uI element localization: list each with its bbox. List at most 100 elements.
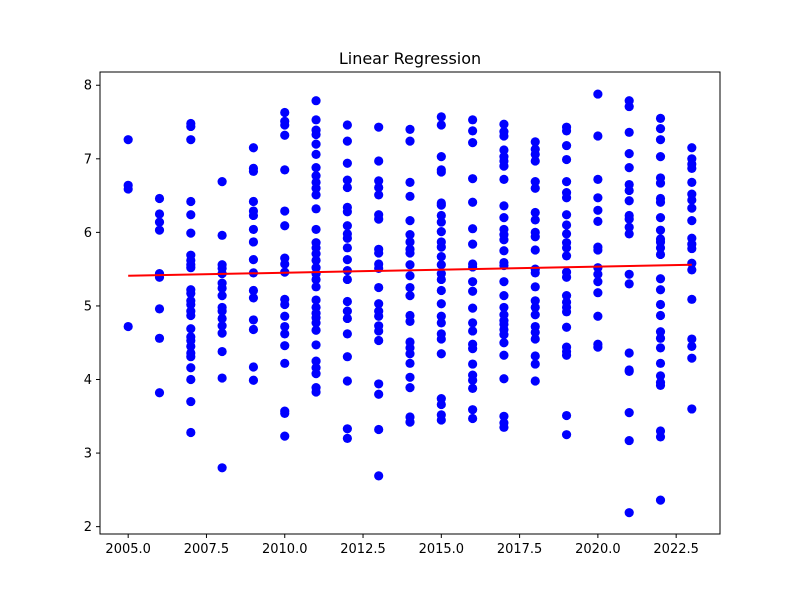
data-point: [468, 197, 478, 207]
data-point: [655, 249, 666, 260]
data-point: [655, 213, 666, 223]
data-point: [342, 376, 352, 386]
data-point: [468, 344, 478, 354]
data-point: [593, 288, 603, 298]
data-point: [561, 307, 572, 317]
data-point: [561, 177, 572, 187]
data-point: [593, 89, 603, 99]
data-point: [530, 327, 540, 338]
data-point: [342, 424, 352, 434]
data-point: [468, 277, 478, 287]
data-point: [342, 329, 352, 339]
data-point: [436, 334, 446, 344]
data-point: [154, 193, 165, 204]
data-point: [186, 263, 196, 273]
data-point: [154, 333, 165, 343]
data-point: [655, 343, 666, 353]
data-point: [405, 291, 415, 301]
data-point: [342, 352, 352, 362]
data-point: [186, 210, 196, 220]
data-point: [342, 243, 352, 253]
data-point: [499, 330, 509, 340]
data-point: [374, 176, 384, 186]
data-point: [217, 230, 227, 240]
data-point: [436, 167, 446, 177]
data-point: [123, 184, 133, 194]
data-point: [248, 224, 259, 235]
data-point: [561, 350, 572, 360]
scatter-points: [123, 89, 697, 518]
data-point: [280, 206, 290, 216]
data-point: [499, 131, 509, 141]
data-point: [280, 329, 290, 339]
data-point: [687, 177, 697, 187]
data-point: [624, 222, 634, 232]
data-point: [217, 346, 227, 357]
y-tick-label: 8: [84, 79, 92, 94]
data-point: [655, 495, 666, 505]
data-point: [374, 156, 384, 166]
data-point: [280, 358, 290, 368]
data-point: [655, 197, 666, 207]
data-point: [593, 193, 603, 203]
data-point: [374, 248, 384, 258]
data-point: [530, 149, 540, 159]
data-point: [655, 135, 666, 145]
data-point: [499, 374, 509, 384]
data-point: [436, 152, 446, 162]
data-point: [405, 383, 415, 393]
data-point: [499, 338, 509, 348]
data-point: [311, 387, 321, 397]
data-point: [687, 404, 697, 414]
x-tick-label: 2007.5: [184, 542, 230, 557]
data-point: [311, 282, 321, 292]
data-point: [436, 242, 446, 252]
data-point: [468, 262, 478, 272]
data-point: [624, 435, 634, 446]
data-point: [561, 430, 572, 440]
data-point: [624, 348, 634, 358]
data-point: [311, 274, 321, 285]
data-point: [468, 413, 478, 424]
data-point: [436, 227, 446, 237]
data-point: [499, 201, 509, 211]
data-point: [374, 214, 384, 224]
data-point: [655, 327, 666, 337]
data-point: [499, 411, 509, 421]
data-point: [374, 122, 384, 132]
data-point: [248, 196, 259, 207]
data-point: [405, 417, 415, 427]
data-point: [687, 294, 697, 304]
data-point: [436, 349, 446, 359]
data-point: [687, 143, 697, 153]
data-point: [374, 282, 384, 293]
data-point: [499, 350, 509, 360]
data-point: [248, 143, 259, 153]
data-point: [374, 335, 384, 346]
data-point: [342, 175, 352, 185]
data-point: [530, 282, 540, 292]
data-point: [248, 375, 259, 385]
data-point: [405, 271, 415, 281]
data-point: [561, 243, 572, 253]
data-point: [655, 274, 666, 284]
data-point: [530, 359, 540, 369]
data-point: [593, 269, 603, 279]
data-point: [655, 178, 666, 188]
x-tick-label: 2015.0: [419, 542, 465, 557]
data-point: [311, 163, 321, 173]
data-point: [468, 224, 478, 234]
data-point: [687, 341, 697, 352]
data-point: [561, 410, 572, 421]
data-point: [342, 274, 352, 285]
data-point: [436, 299, 446, 309]
data-point: [561, 229, 572, 239]
data-point: [280, 259, 290, 269]
data-point: [217, 328, 227, 338]
data-point: [311, 204, 321, 214]
data-point: [687, 353, 697, 363]
data-point: [374, 379, 384, 389]
plot-area-frame: [99, 71, 721, 535]
data-point: [248, 324, 259, 335]
data-point: [311, 295, 321, 305]
